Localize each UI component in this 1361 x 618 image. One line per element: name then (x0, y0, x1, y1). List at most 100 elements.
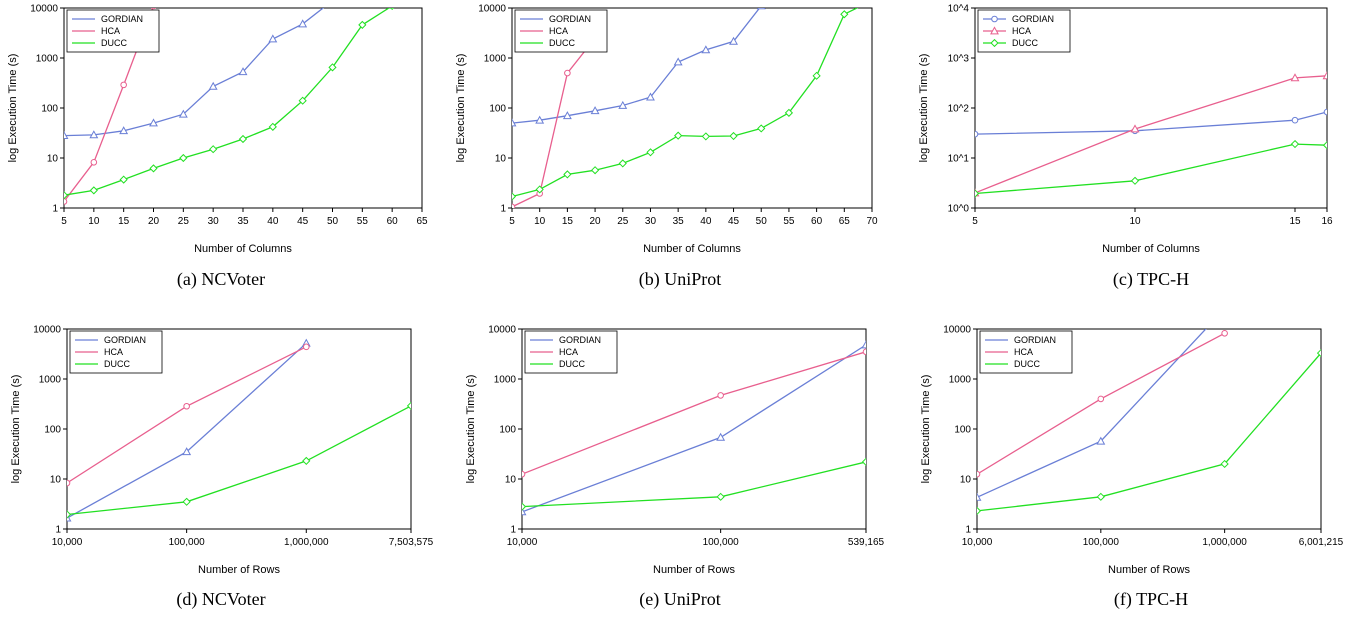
y-tick-label: 100 (954, 425, 971, 436)
x-tick-label: 50 (756, 216, 768, 227)
y-tick-label: 10^3 (948, 54, 970, 65)
legend: GORDIAN HCA DUCC (977, 9, 1071, 53)
data-point-hca (90, 159, 98, 166)
legend-entry-hca: HCA (104, 347, 123, 357)
legend-entry-gordian: GORDIAN (559, 335, 601, 345)
data-point-gordian (673, 57, 683, 66)
data-point-gordian (716, 432, 726, 441)
data-point-gordian (1291, 116, 1299, 124)
x-tick-label: 20 (590, 216, 602, 227)
y-tick-label: 1 (500, 204, 506, 215)
y-tick-label: 100 (41, 104, 58, 115)
data-point-ducc (406, 401, 411, 410)
x-tick-label: 30 (645, 216, 657, 227)
data-point-ducc (268, 122, 277, 131)
data-point-ducc (757, 124, 766, 133)
chart-caption: (d) NCVoter (176, 589, 265, 610)
series-group (975, 71, 1327, 198)
data-point-hca (1221, 330, 1228, 337)
data-point-ducc (977, 506, 982, 516)
data-point-gordian (208, 81, 218, 90)
data-point-ducc (563, 170, 572, 179)
data-point-gordian (590, 106, 600, 115)
x-tick-label: 30 (208, 216, 220, 227)
y-axis-label: log Execution Time (s) (920, 375, 932, 484)
data-point-hca (717, 392, 724, 399)
data-point-hca (302, 343, 310, 351)
data-point-ducc (1290, 139, 1300, 149)
x-tick-label: 25 (617, 216, 629, 227)
x-axis-label: Number of Rows (653, 564, 735, 576)
data-point-hca (1097, 395, 1105, 403)
y-tick-label: 10^2 (948, 104, 970, 115)
data-point-ducc (119, 175, 128, 184)
data-point-hca (1130, 124, 1140, 133)
y-tick-label: 100 (44, 425, 61, 436)
x-axis-label: Number of Columns (1102, 243, 1200, 255)
chart-caption: (a) NCVoter (177, 269, 265, 290)
x-tick-label: 1,000,000 (284, 537, 329, 548)
x-tick-label: 20 (148, 216, 160, 227)
data-point-hca (1322, 71, 1327, 80)
data-point-ducc (1096, 492, 1105, 501)
x-tick-label: 10,000 (507, 537, 538, 548)
data-point-gordian (178, 109, 188, 118)
x-tick-label: 55 (783, 216, 795, 227)
data-point-gordian (522, 507, 527, 516)
x-tick-label: 35 (237, 216, 249, 227)
chart-panel-4: 1 10 100 1000 10000 10,000 100,000 1,000,000 7,5… (10, 325, 434, 611)
data-point-ducc (590, 166, 600, 175)
data-point-gordian (89, 130, 99, 139)
legend-entry-gordian: GORDIAN (104, 335, 146, 345)
data-point-ducc (729, 131, 738, 141)
y-tick-label: 100 (489, 104, 506, 115)
data-point-ducc (646, 148, 655, 157)
data-point-hca (522, 470, 526, 478)
data-point-gordian (861, 340, 866, 349)
legend-marker (991, 15, 998, 23)
y-tick-label: 10000 (943, 325, 971, 336)
chart-panel-6: 1 10 100 1000 10000 10,000 100,000 1,000,000 6,0… (920, 325, 1344, 611)
y-axis-label: log Execution Time (s) (918, 54, 930, 163)
x-tick-label: 5 (61, 216, 67, 227)
data-point-ducc (179, 153, 188, 163)
series-group (522, 340, 866, 516)
legend-entry-ducc: DUCC (549, 38, 575, 48)
data-point-gordian (1096, 436, 1106, 445)
x-tick-label: 10 (1129, 216, 1141, 227)
data-point-ducc (401, 0, 408, 4)
x-axis-label: Number of Rows (198, 564, 280, 576)
data-point-ducc (1130, 176, 1140, 185)
x-tick-label: 539,165 (848, 537, 885, 548)
y-axis-label: log Execution Time (s) (465, 375, 477, 484)
y-tick-label: 1000 (39, 375, 62, 386)
legend-entry-hca: HCA (549, 26, 568, 36)
data-point-gordian (329, 0, 336, 4)
y-tick-label: 10 (495, 154, 507, 165)
data-point-gordian (238, 67, 248, 76)
x-tick-label: 16 (1321, 216, 1333, 227)
y-tick-label: 1 (55, 525, 61, 536)
series-line-ducc (977, 352, 1321, 512)
data-point-ducc (618, 159, 627, 168)
x-tick-label: 10 (88, 216, 100, 227)
data-point-gordian (646, 92, 655, 101)
x-tick-label: 10,000 (52, 537, 83, 548)
data-point-ducc (1220, 459, 1229, 469)
chart-panel-1: 1 10 100 1000 10000 5 10 15 20 25 30 35 40 45 50 55 60 65… (7, 0, 428, 291)
x-tick-label: 100,000 (703, 537, 740, 548)
x-tick-label: 45 (297, 216, 309, 227)
x-tick-label: 100,000 (1083, 537, 1120, 548)
chart-caption: (c) TPC-H (1113, 269, 1189, 290)
data-point-ducc (182, 497, 191, 506)
legend-marker (990, 26, 999, 35)
legend-entry-hca: HCA (101, 26, 120, 36)
legend-entry-hca: HCA (1014, 347, 1033, 357)
x-tick-label: 5 (509, 216, 515, 227)
series-group (64, 0, 408, 205)
x-tick-label: 60 (811, 216, 823, 227)
y-tick-label: 10000 (478, 4, 506, 15)
legend: GORDIAN HCA DUCC (979, 330, 1073, 374)
x-tick-label: 60 (387, 216, 399, 227)
